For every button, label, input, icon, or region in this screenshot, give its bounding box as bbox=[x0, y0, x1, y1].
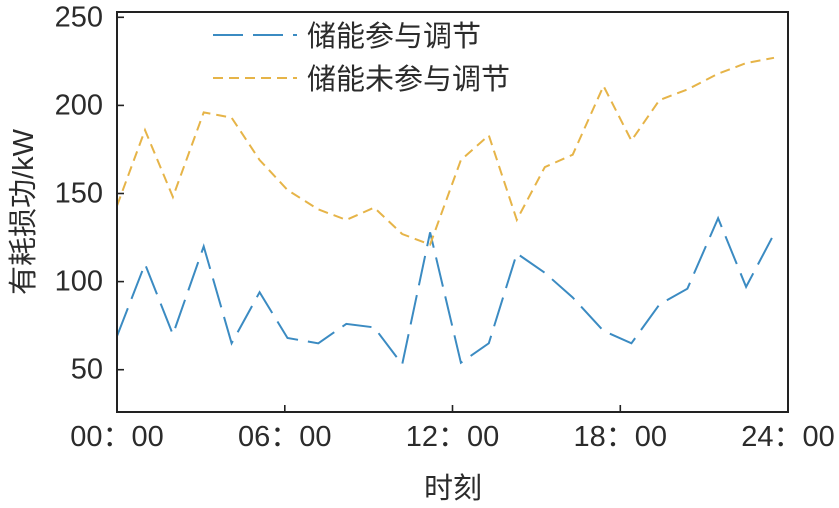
x-tick-label: 00：00 bbox=[70, 421, 164, 453]
x-axis-label: 时刻 bbox=[424, 472, 482, 505]
legend: 储能参与调节 储能未参与调节 bbox=[213, 20, 510, 96]
x-tick-labels: 00：00 06：00 12：00 18：00 24：00 bbox=[70, 421, 835, 453]
x-tick-label: 18：00 bbox=[574, 421, 668, 453]
series-layer bbox=[116, 56, 775, 367]
y-tick-label: 150 bbox=[55, 178, 103, 210]
y-tick-label: 50 bbox=[71, 354, 103, 386]
y-axis-label: 有耗损功/kW bbox=[7, 128, 40, 295]
x-tick-label: 12：00 bbox=[406, 421, 500, 453]
y-tick-label: 200 bbox=[55, 89, 103, 121]
y-tick-labels: 50 100 150 200 250 bbox=[55, 1, 103, 385]
x-tick-label: 06：00 bbox=[238, 421, 332, 453]
x-tick-label: 24：00 bbox=[741, 421, 835, 453]
series-line-without-storage bbox=[116, 56, 775, 246]
legend-label-with-storage: 储能参与调节 bbox=[307, 20, 481, 53]
tick-marks bbox=[116, 16, 789, 412]
legend-label-without-storage: 储能未参与调节 bbox=[307, 63, 510, 96]
y-tick-label: 250 bbox=[55, 1, 103, 33]
y-tick-label: 100 bbox=[55, 266, 103, 298]
series-line-with-storage bbox=[116, 215, 775, 367]
